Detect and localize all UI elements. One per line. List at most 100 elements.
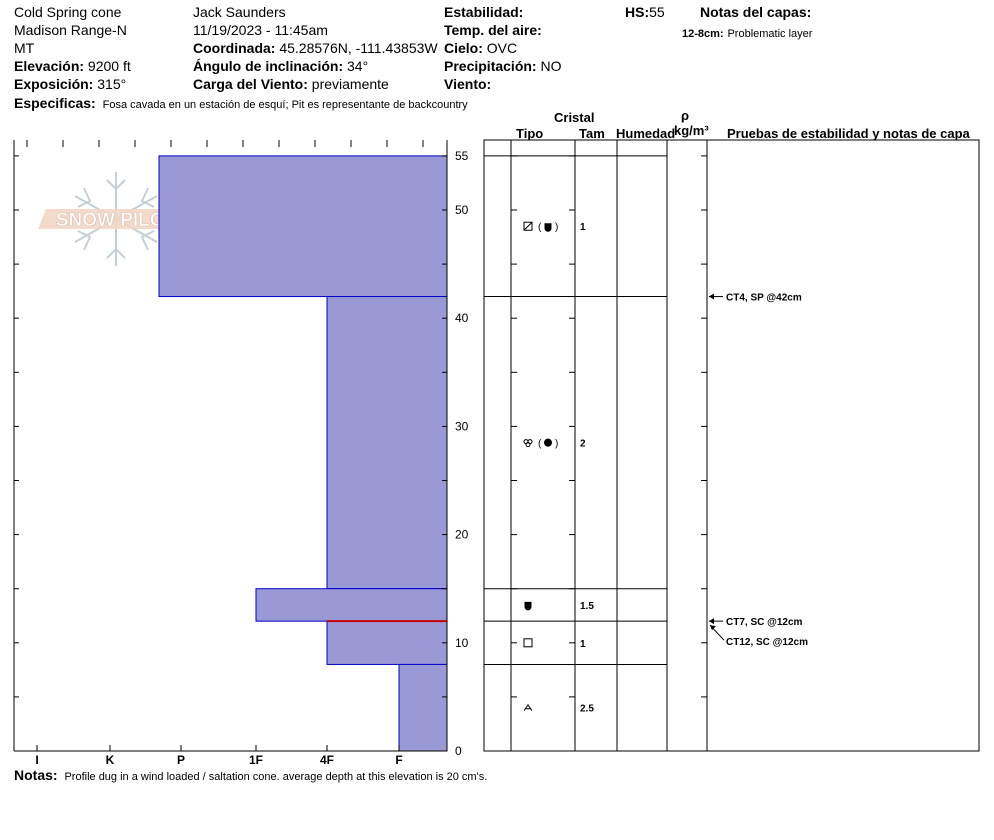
stability-tests: CT4, SP @42cm CT7, SC @12cm CT12, SC @12cm — [709, 293, 808, 648]
specifics-label: Especificas: — [14, 95, 96, 111]
test-arrow-head — [709, 293, 714, 300]
observation-datetime: 11/19/2023 - 11:45am — [193, 22, 328, 38]
layer-size-0: 1 — [580, 222, 586, 233]
hardness-label-4F: 4F — [320, 753, 334, 767]
slope-value: 34° — [347, 58, 369, 74]
hardness-label-F: F — [395, 753, 402, 767]
rounded-grain-icon — [525, 442, 531, 448]
wind-load-row: Carga del Viento: previamente — [193, 76, 389, 92]
hardness-label-I: I — [35, 753, 38, 767]
specifics-row: Especificas: Fosa cavada en un estación … — [14, 95, 468, 112]
size-header: Tam — [579, 126, 605, 141]
melt-cup-icon — [524, 601, 532, 611]
test-arrow-head — [710, 625, 716, 631]
test-label-0: CT4, SP @42cm — [726, 293, 802, 304]
aspect-value: 315° — [97, 76, 127, 92]
state-name: MT — [14, 40, 35, 56]
logo-text: SNOW PILOT — [56, 210, 177, 231]
air-temp-label: Temp. del aire: — [444, 22, 542, 38]
notes-row: Notas: Profile dug in a wind loaded / sa… — [14, 767, 487, 784]
aspect-row: Exposición: 315° — [14, 76, 126, 92]
type-header: Tipo — [516, 126, 544, 141]
layer-bar-1 — [326, 296, 448, 590]
aspect-label: Exposición: — [14, 76, 94, 92]
paren-close: ) — [555, 439, 558, 450]
slope-label: Ángulo de inclinación: — [193, 58, 344, 74]
hardness-label-P: P — [177, 753, 185, 767]
facet-box-icon — [523, 221, 533, 231]
coordinate-label: Coordinada: — [193, 40, 276, 56]
sky-label: Cielo: — [444, 40, 483, 56]
observer-name: Jack Saunders — [193, 4, 286, 20]
hs-value: 55 — [649, 4, 665, 20]
moisture-header: Humedad — [616, 126, 676, 141]
paren-close: ) — [555, 222, 558, 233]
layer-table: 1 2 1.5 1 2.5 () () — [483, 139, 980, 752]
coordinate-value: 45.28576N, -111.43853W — [279, 40, 438, 56]
layer-note-depth: 12-8cm: — [682, 28, 724, 40]
facet-slash-icon — [523, 221, 533, 231]
snowpilot-logo: SNOW PILOT — [38, 172, 196, 266]
notes-label: Notas: — [14, 767, 58, 783]
sky-value: OVC — [486, 40, 518, 56]
hardness-label-1F: 1F — [249, 753, 263, 767]
depth-tick-label-55: 55 — [455, 149, 469, 163]
table-frame — [483, 139, 980, 752]
depth-hoar-icon — [523, 703, 533, 711]
depth-tick-label-30: 30 — [455, 419, 469, 433]
elevation-value: 9200 ft — [87, 58, 131, 74]
faceted-crystal-icon — [523, 638, 533, 648]
logo-banner — [38, 209, 196, 229]
tests-header: Pruebas de estabilidad y notas de capa — [727, 126, 970, 141]
chart-axes: 0 10 20 30 40 50 55 I K P 1F 4F F — [13, 140, 469, 767]
hs-label: HS: — [625, 4, 650, 20]
layer-note-row: 12-8cm: Problematic layer — [682, 24, 812, 41]
wind-label: Viento: — [444, 76, 492, 92]
precip-label: Precipitación: — [444, 58, 537, 74]
coordinate-row: Coordinada: 45.28576N, -111.43853W — [193, 40, 438, 56]
layer-notes-label: Notas del capas: — [700, 4, 812, 20]
test-label-2: CT12, SC @12cm — [726, 637, 808, 648]
slope-row: Ángulo de inclinación: 34° — [193, 58, 368, 74]
depth-tick-label-50: 50 — [455, 203, 469, 217]
layer-size-2: 1.5 — [580, 601, 594, 612]
precip-value: NO — [540, 58, 562, 74]
notes-text: Profile dug in a wind loaded / saltation… — [64, 771, 488, 783]
hardness-profile — [158, 155, 448, 752]
sky-row: Cielo: OVC — [444, 40, 517, 56]
density-header: kg/m³ — [674, 123, 709, 138]
layer-size-4: 2.5 — [580, 704, 594, 715]
wind-load-label: Carga del Viento: — [193, 76, 308, 92]
layer-bar-3 — [326, 620, 448, 665]
layer-bar-4 — [398, 663, 448, 752]
layer-note-text: Problematic layer — [727, 28, 813, 40]
depth-tick-label-0: 0 — [455, 744, 462, 758]
hs-row: HS:55 — [625, 4, 665, 20]
crystal-header: Cristal — [554, 110, 595, 125]
test-arrow-head — [709, 618, 714, 625]
depth-tick-label-20: 20 — [455, 528, 469, 542]
layer-size-3: 1 — [580, 639, 586, 650]
precip-row: Precipitación: NO — [444, 58, 561, 74]
hardness-label-K: K — [106, 753, 115, 767]
layer-bar-0 — [158, 155, 448, 298]
rho-header: ρ — [681, 108, 690, 123]
elevation-row: Elevación: 9200 ft — [14, 58, 131, 74]
specifics-text: Fosa cavada en un estación de esquí; Pit… — [102, 99, 468, 111]
location-name: Cold Spring cone — [14, 4, 122, 20]
depth-tick-label-40: 40 — [455, 311, 469, 325]
layer-bar-2 — [255, 588, 448, 622]
range-name: Madison Range-N — [14, 22, 127, 38]
grain-symbols: () () — [523, 221, 558, 711]
depth-tick-label-10: 10 — [455, 636, 469, 650]
melt-cup-icon — [544, 223, 552, 232]
paren-open: ( — [538, 222, 542, 233]
melt-form-icon — [544, 438, 552, 447]
elevation-label: Elevación: — [14, 58, 85, 74]
layer-size-1: 2 — [580, 439, 586, 450]
paren-open: ( — [538, 439, 542, 450]
stability-label: Estabilidad: — [444, 4, 524, 20]
test-label-1: CT7, SC @12cm — [726, 617, 803, 628]
